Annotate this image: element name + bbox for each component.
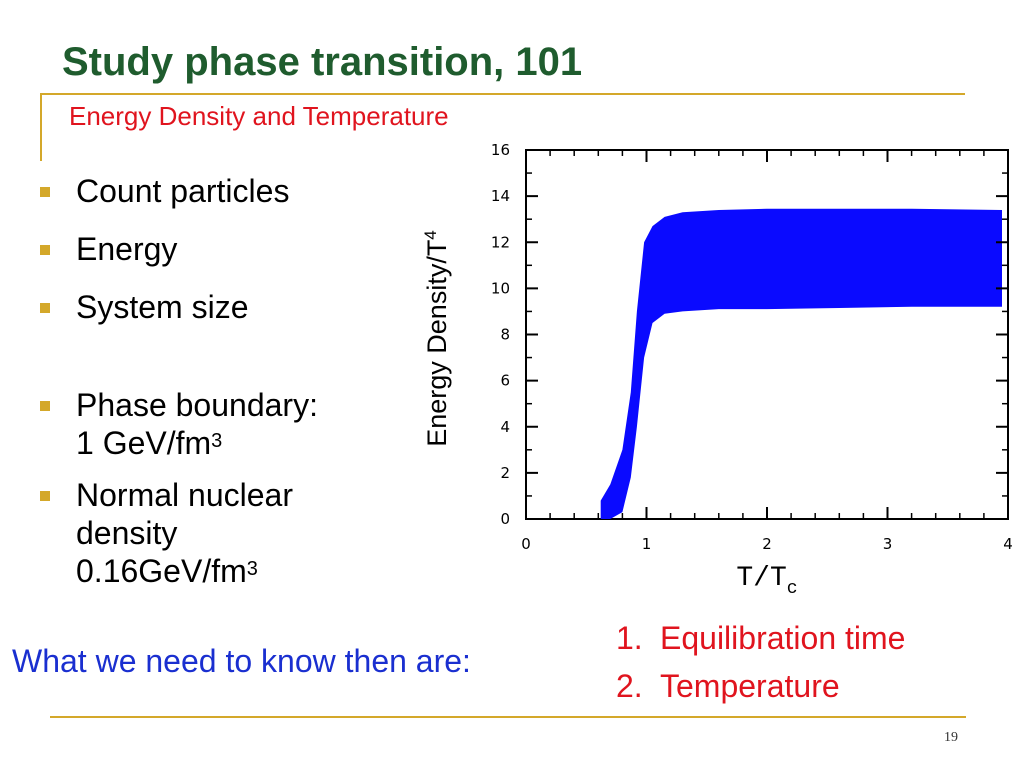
bullet-marker-icon — [40, 401, 50, 411]
y-tick-label: 6 — [500, 372, 510, 390]
slide-title: Study phase transition, 101 — [62, 40, 583, 84]
bullet-text-line3: 0.16GeV/fm — [76, 553, 247, 589]
bullet-count-particles: Count particles — [36, 172, 416, 210]
bullet-normal-density: Normal nuclear density 0.16GeV/fm3 — [36, 476, 416, 590]
bullet-marker-icon — [40, 303, 50, 313]
slide-subtitle: Energy Density and Temperature — [69, 101, 449, 131]
bullet-text: Energy — [76, 231, 178, 267]
x-tick-label: 1 — [642, 535, 652, 553]
step-label: Temperature — [660, 668, 840, 704]
y-tick-label: 12 — [491, 233, 510, 251]
y-tick-label: 10 — [491, 279, 510, 297]
step-item: 2. Temperature — [616, 666, 905, 714]
bullet-text-line2: density — [76, 515, 178, 551]
step-label: Equilibration time — [660, 620, 906, 656]
page-number: 19 — [944, 730, 958, 745]
plot-frame — [525, 149, 1009, 520]
bullet-system-size: System size — [36, 288, 416, 326]
step-item: 1. Equilibration time — [616, 618, 905, 666]
x-ticks: 0 1 2 3 4 — [521, 150, 1013, 553]
footer-rule — [50, 716, 966, 718]
left-rule — [40, 93, 42, 161]
plot-border — [525, 149, 1009, 520]
bullet-energy: Energy — [36, 230, 416, 268]
step-number: 1. — [616, 620, 643, 656]
bullet-marker-icon — [40, 245, 50, 255]
bullet-text-line2: 1 GeV/fm — [76, 425, 212, 461]
y-tick-label: 8 — [500, 326, 510, 344]
bullet-text-line1: Phase boundary: — [76, 387, 318, 423]
bullet-text-line1: Normal nuclear — [76, 477, 293, 513]
bullet-text: Count particles — [76, 173, 290, 209]
x-tick-label: 2 — [762, 535, 772, 553]
bullet-text: System size — [76, 289, 249, 325]
y-tick-label: 16 — [491, 141, 510, 159]
y-tick-label: 14 — [491, 187, 510, 205]
need-to-know-text: What we need to know then are: — [12, 643, 471, 679]
superscript: 3 — [211, 430, 223, 452]
step-number: 2. — [616, 668, 643, 704]
steps-list: 1. Equilibration time 2. Temperature — [616, 618, 905, 714]
y-tick-label: 4 — [500, 418, 510, 436]
superscript: 3 — [246, 558, 258, 580]
bullet-marker-icon — [40, 187, 50, 197]
x-tick-label: 4 — [1003, 535, 1013, 553]
energy-density-band — [600, 208, 1002, 520]
y-axis-label: Energy Density/T4 — [421, 230, 452, 447]
y-axis-title: Energy Density/T4 — [421, 230, 452, 447]
y-tick-label: 0 — [500, 510, 510, 528]
y-ticks: 0 2 4 6 8 10 12 14 16 — [491, 141, 1008, 528]
title-rule — [40, 93, 965, 95]
x-tick-label: 0 — [521, 535, 531, 553]
bullet-list: Count particles Energy System size Phase… — [36, 172, 416, 590]
y-tick-label: 2 — [500, 464, 510, 482]
bullet-phase-boundary: Phase boundary: 1 GeV/fm3 — [36, 386, 416, 462]
bullet-marker-icon — [40, 491, 50, 501]
x-axis-label: T/Tc — [736, 563, 797, 598]
x-tick-label: 3 — [883, 535, 893, 553]
